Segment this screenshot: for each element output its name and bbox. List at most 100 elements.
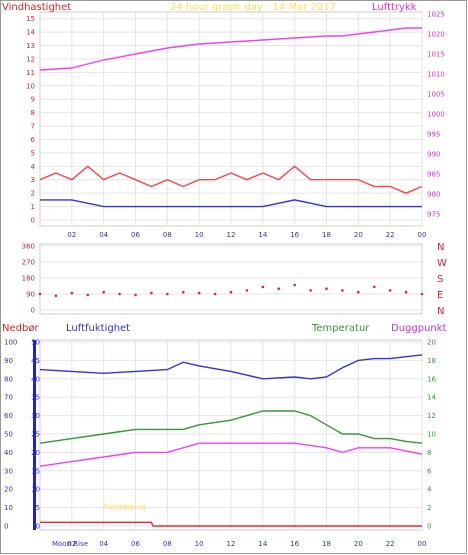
direction-y-tick-label: 180 (22, 275, 35, 283)
pressure-y-tick-label: 985 (427, 171, 440, 179)
wind-y-tick-label: 11 (26, 69, 35, 77)
wind-direction-point (70, 291, 74, 295)
wind-x-tick-label: 22 (386, 231, 395, 239)
wind-x-tick-label: 06 (131, 231, 140, 239)
series-line-duggpunkt (39, 442, 423, 467)
wind-y-tick-label: 6 (31, 136, 36, 144)
direction-y-tick-label: 360 (22, 243, 35, 251)
compass-label: W (437, 258, 447, 269)
wind-direction-point (213, 292, 217, 296)
wind-x-tick-label: 02 (67, 231, 76, 239)
wind-direction-point (309, 289, 312, 292)
wind-y-tick-label: 10 (26, 82, 35, 90)
humidity-y-tick-label: 70 (4, 394, 13, 402)
series-line-lufttrykk (39, 27, 422, 71)
legend-humidity: Luftfuktighet (66, 323, 130, 334)
temperature-y-tick-label: 8 (427, 449, 431, 457)
wind-direction-point (261, 285, 265, 289)
direction-y-tick-label: 0 (31, 307, 35, 315)
precipitation-axis-bar (33, 340, 36, 530)
wind-direction-point (404, 290, 408, 294)
humidity-x-tick-label: 14 (258, 540, 267, 548)
pressure-y-tick-label: 1015 (427, 51, 445, 59)
pressure-y-tick-label: 1005 (427, 91, 445, 99)
precipitation-y-tick-label: 5 (36, 504, 40, 512)
humidity-x-tick-label: 22 (386, 540, 395, 548)
wind-speed-axis-title: Vindhastighet (2, 2, 71, 13)
humidity-y-tick-label: 50 (4, 431, 13, 439)
pressure-y-tick-label: 1025 (427, 11, 445, 19)
wind-direction-point (166, 292, 169, 296)
compass-label: N (437, 242, 444, 253)
wind-y-tick-label: 2 (31, 190, 35, 198)
pressure-y-tick-label: 1010 (427, 71, 445, 79)
temperature-y-tick-label: 20 (427, 339, 436, 347)
wind-y-tick-label: 1 (31, 203, 35, 211)
humidity-x-tick-label: 00 (418, 540, 427, 548)
pressure-y-tick-label: 995 (427, 131, 440, 139)
wind-y-tick-label: 7 (31, 123, 35, 131)
pressure-y-tick-label: 975 (427, 211, 440, 219)
temperature-y-tick-label: 6 (427, 467, 432, 475)
temperature-y-tick-label: 14 (427, 394, 436, 402)
wind-x-tick-label: 20 (354, 231, 363, 239)
wind-y-tick-label: 13 (26, 42, 35, 50)
wind-x-tick-label: 08 (163, 231, 172, 239)
humidity-y-tick-label: 30 (4, 467, 13, 475)
humidity-y-tick-label: 20 (4, 486, 13, 494)
sunrise-annotation: Soloppgang (104, 503, 145, 511)
wind-y-tick-label: 15 (26, 15, 35, 23)
wind-direction-point (325, 287, 328, 291)
wind-x-tick-label: 12 (227, 231, 236, 239)
wind-direction-point (388, 289, 392, 292)
pressure-y-tick-label: 1000 (427, 111, 445, 119)
humidity-x-tick-label: 10 (195, 540, 204, 548)
wind-y-tick-label: 12 (26, 55, 35, 63)
legend-temperature: Temperatur (311, 323, 370, 334)
wind-direction-point (372, 285, 376, 289)
temperature-y-tick-label: 0 (427, 523, 431, 531)
wind-y-tick-label: 3 (31, 176, 35, 184)
wind-direction-point (150, 291, 153, 295)
legend-dew-point: Duggpunkt (391, 323, 447, 334)
temperature-y-tick-label: 4 (427, 486, 432, 494)
humidity-x-tick-label: 04 (99, 540, 108, 548)
wind-direction-point (197, 291, 201, 295)
temperature-y-tick-label: 10 (427, 431, 436, 439)
humidity-x-tick-label: 16 (290, 540, 299, 548)
series-line-luftfuktighet (39, 354, 423, 380)
wind-direction-point (86, 293, 90, 297)
wind-direction-point (134, 293, 137, 297)
humidity-x-tick-label: 06 (131, 540, 140, 548)
humidity-x-tick-label: 18 (322, 540, 331, 548)
direction-panel-grid: 0 N 90 E 180 S 270 W 360 N (22, 242, 447, 317)
series-line-temperatur (39, 410, 423, 444)
humidity-y-tick-label: 0 (4, 523, 8, 531)
compass-label: E (437, 290, 443, 301)
direction-y-tick-label: 90 (26, 291, 35, 299)
humidity-x-tick-label: 12 (227, 540, 236, 548)
humidity-y-tick-label: 40 (4, 449, 13, 457)
temperature-y-tick-label: 2 (427, 504, 431, 512)
wind-direction-point (229, 290, 233, 294)
temperature-y-tick-label: 16 (427, 375, 436, 383)
wind-direction-point (420, 292, 424, 296)
wind-direction-point (54, 294, 58, 298)
moonrise-annotation: Moon Rise (52, 540, 88, 548)
compass-label: N (437, 306, 444, 317)
wind-direction-point (181, 290, 185, 294)
wind-y-tick-label: 0 (31, 217, 35, 225)
wind-direction-point (293, 283, 296, 287)
temperature-y-tick-label: 12 (427, 412, 436, 420)
humidity-y-tick-label: 10 (4, 504, 13, 512)
wind-direction-point (357, 290, 360, 294)
wind-x-tick-label: 16 (290, 231, 299, 239)
temperature-y-tick-label: 18 (427, 357, 436, 365)
series-line-nedbør (40, 521, 422, 527)
humidity-y-tick-label: 60 (4, 412, 13, 420)
wind-direction-point (341, 289, 344, 292)
pressure-axis-title: Lufttrykk (372, 2, 417, 13)
wind-direction-point (38, 292, 42, 296)
